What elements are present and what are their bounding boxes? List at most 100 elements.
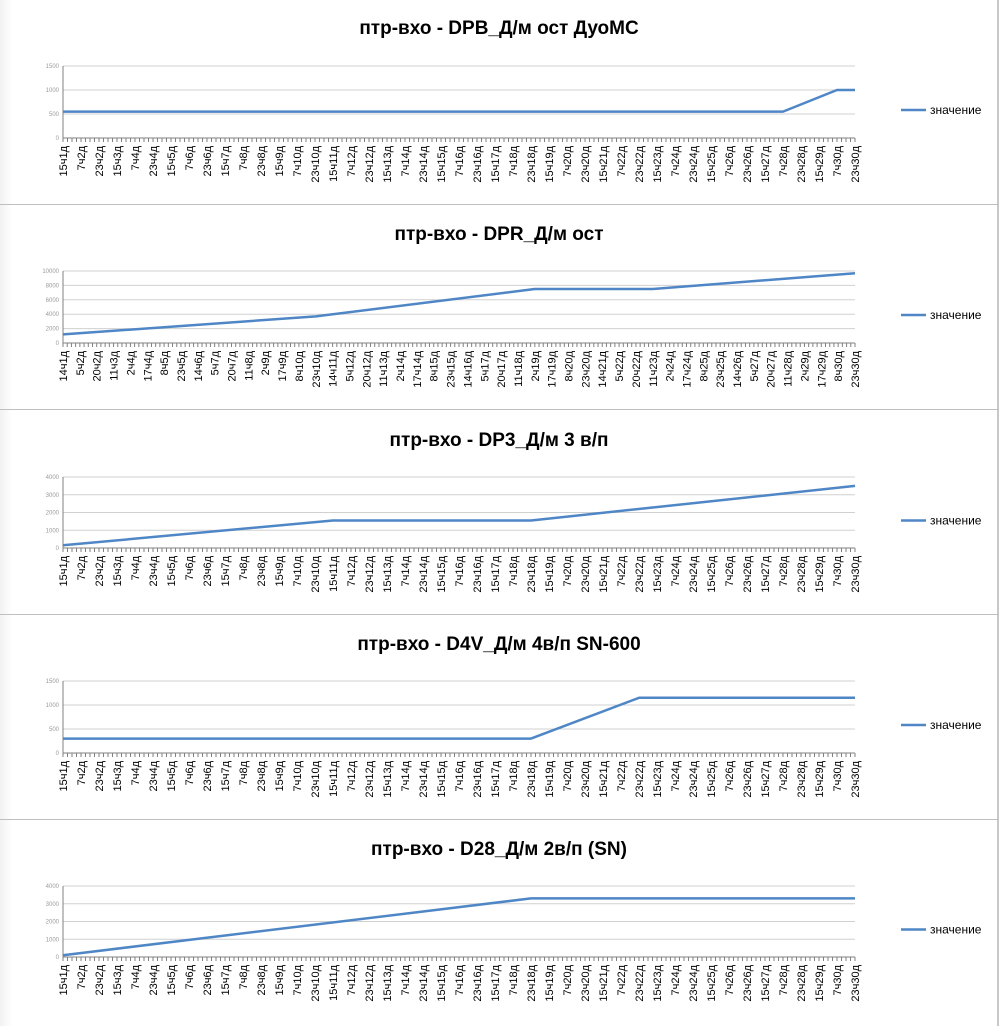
- x-tick-label: 8ч15д: [429, 350, 441, 381]
- x-tick-label: 7ч14д: [400, 760, 412, 791]
- y-tick-label: 2000: [46, 920, 60, 926]
- x-tick-label: 15ч13д: [382, 555, 394, 592]
- x-tick-label: 7ч2д: [76, 555, 88, 580]
- x-tick-label: 14ч26д: [732, 350, 744, 387]
- x-tick-label: 23ч4д: [148, 964, 160, 995]
- x-tick-label: 7ч12д: [346, 145, 358, 176]
- x-tick-label: 7ч4д: [130, 964, 142, 989]
- x-tick-label: 15ч21д: [598, 145, 610, 182]
- chart-d28: птр-вхо - D28_Д/м 2в/п (SN) 0 1000 2000 3000…: [46, 839, 982, 1002]
- x-tick-label: 7ч8д: [238, 145, 250, 170]
- series-line-: [63, 696, 855, 740]
- x-tick-label: 5ч2д: [75, 350, 87, 375]
- x-tick-label: 17ч14д: [412, 350, 424, 387]
- y-tick-label: 1500: [46, 679, 60, 685]
- x-tick-label: 20ч22д: [631, 350, 643, 387]
- x-tick-label: 7ч30д: [832, 145, 844, 176]
- x-tick-label: 15ч15д: [436, 555, 448, 592]
- x-tick-label: 7ч20д: [562, 964, 574, 995]
- x-tick-label: 7ч10д: [292, 760, 304, 791]
- x-tick-label: 7ч10д: [292, 964, 304, 995]
- series-line-: [63, 88, 855, 113]
- chart-panel-d4v: птр-вхо - D4V_Д/м 4в/п SN-600 0 500 1000 150…: [0, 615, 999, 820]
- x-tick-label: 15ч23д: [652, 760, 664, 797]
- chart-panel-dpb: птр-вхо - DPB_Д/м ост ДуоМС 0 500 1000 1500 1…: [0, 0, 999, 205]
- x-tick-label: 7ч22д: [616, 145, 628, 176]
- x-tick-label: 2ч24д: [665, 350, 677, 381]
- x-tick-label: 7ч28д: [778, 145, 790, 176]
- chart-panel-dp3: птр-вхо - DP3_Д/м 3 в/п 0 1000 2000 3000 4000…: [0, 410, 999, 615]
- x-tick-label: 23ч4д: [148, 145, 160, 176]
- x-tick-label: 23ч16д: [472, 555, 484, 592]
- x-tick-label: 2ч14д: [395, 350, 407, 381]
- blurred-left-margin: [0, 0, 12, 1026]
- x-tick-label: 23ч6д: [202, 964, 214, 995]
- x-tick-label: 23ч10д: [310, 964, 322, 1001]
- x-tick-label: 23ч6д: [202, 760, 214, 791]
- y-tick-label: 0: [56, 546, 60, 552]
- x-tick-label: 7ч26д: [724, 964, 736, 995]
- x-tick-label: 23ч28д: [796, 964, 808, 1001]
- chart-panel-dpr: птр-вхо - DPR_Д/м ост 0 2000 4000 6000 8000 10…: [0, 205, 999, 410]
- x-tick-label: 23ч10д: [310, 555, 322, 592]
- x-tick-label: 7ч20д: [562, 145, 574, 176]
- x-tick-label: 7ч6д: [184, 555, 196, 580]
- x-tick-label: 23ч2д: [94, 555, 106, 586]
- chart-title: птр-вхо - D28_Д/м 2в/п (SN): [371, 839, 627, 860]
- x-tick-label: 23ч18д: [526, 145, 538, 182]
- x-tick-label: 15ч21д: [598, 964, 610, 1001]
- x-tick-label: 7ч2д: [76, 964, 88, 989]
- x-tick-label: 14ч21д: [597, 350, 609, 387]
- x-tick-label: 23ч2д: [94, 964, 106, 995]
- x-tick-label: 7ч18д: [508, 964, 520, 995]
- x-tick-label: 11ч28д: [783, 350, 795, 386]
- y-tick-label: 0: [56, 341, 60, 347]
- x-tick-label: 7ч26д: [724, 145, 736, 176]
- x-tick-label: 23ч20д: [580, 964, 592, 1001]
- x-tick-label: 23ч14д: [418, 964, 430, 1001]
- x-tick-label: 23ч10д: [310, 760, 322, 797]
- x-tick-label: 15ч5д: [166, 964, 178, 995]
- x-tick-label: 23ч12д: [364, 760, 376, 797]
- x-tick-label: 15ч11д: [328, 555, 340, 591]
- x-tick-label: 7ч4д: [130, 555, 142, 580]
- x-tick-label: 15ч3д: [112, 964, 124, 995]
- x-tick-label: 15ч9д: [274, 145, 286, 176]
- x-tick-label: 7ч22д: [616, 555, 628, 586]
- x-tick-label: 23ч8д: [256, 555, 268, 586]
- x-tick-label: 7ч24д: [670, 145, 682, 176]
- x-tick-label: 7ч2д: [76, 145, 88, 170]
- x-tick-label: 7ч18д: [508, 145, 520, 176]
- x-tick-label: 23ч24д: [688, 760, 700, 797]
- legend-label: значение: [930, 103, 982, 117]
- chart-dpb: птр-вхо - DPB_Д/м ост ДуоМС 0 500 1000 1500 1…: [46, 18, 982, 183]
- x-tick-label: 7ч16д: [454, 760, 466, 791]
- x-tick-label: 7ч16д: [454, 555, 466, 586]
- x-tick-label: 23ч25д: [715, 350, 727, 387]
- x-tick-label: 15ч19д: [544, 555, 556, 592]
- x-tick-label: 11ч23д: [648, 350, 660, 386]
- x-tick-label: 15ч27д: [760, 964, 772, 1001]
- x-tick-label: 15ч13д: [382, 145, 394, 182]
- x-tick-label: 23ч30д: [850, 760, 862, 797]
- x-tick-label: 15ч15д: [436, 964, 448, 1001]
- x-tick-label: 15ч7д: [220, 760, 232, 791]
- x-tick-label: 23ч20д: [580, 760, 592, 797]
- x-tick-label: 23ч28д: [796, 760, 808, 797]
- x-tick-label: 15ч15д: [436, 760, 448, 797]
- x-tick-label: 15ч21д: [598, 760, 610, 797]
- x-tick-label: 5ч27д: [749, 350, 761, 381]
- x-tick-label: 23ч8д: [256, 145, 268, 176]
- x-tick-label: 20ч17д: [496, 350, 508, 387]
- x-tick-label: 5ч12д: [344, 350, 356, 381]
- x-tick-label: 23ч2д: [94, 145, 106, 176]
- x-tick-label: 7ч30д: [832, 555, 844, 586]
- x-tick-label: 15ч23д: [652, 555, 664, 592]
- x-tick-label: 15ч7д: [220, 145, 232, 176]
- x-tick-label: 23ч16д: [472, 760, 484, 797]
- x-tick-label: 23ч22д: [634, 964, 646, 1001]
- chart-dpr: птр-вхо - DPR_Д/м ост 0 2000 4000 6000 8000 10…: [42, 224, 981, 388]
- x-tick-label: 7ч20д: [562, 760, 574, 791]
- x-tick-label: 23ч8д: [256, 760, 268, 791]
- x-tick-label: 15ч15д: [436, 145, 448, 182]
